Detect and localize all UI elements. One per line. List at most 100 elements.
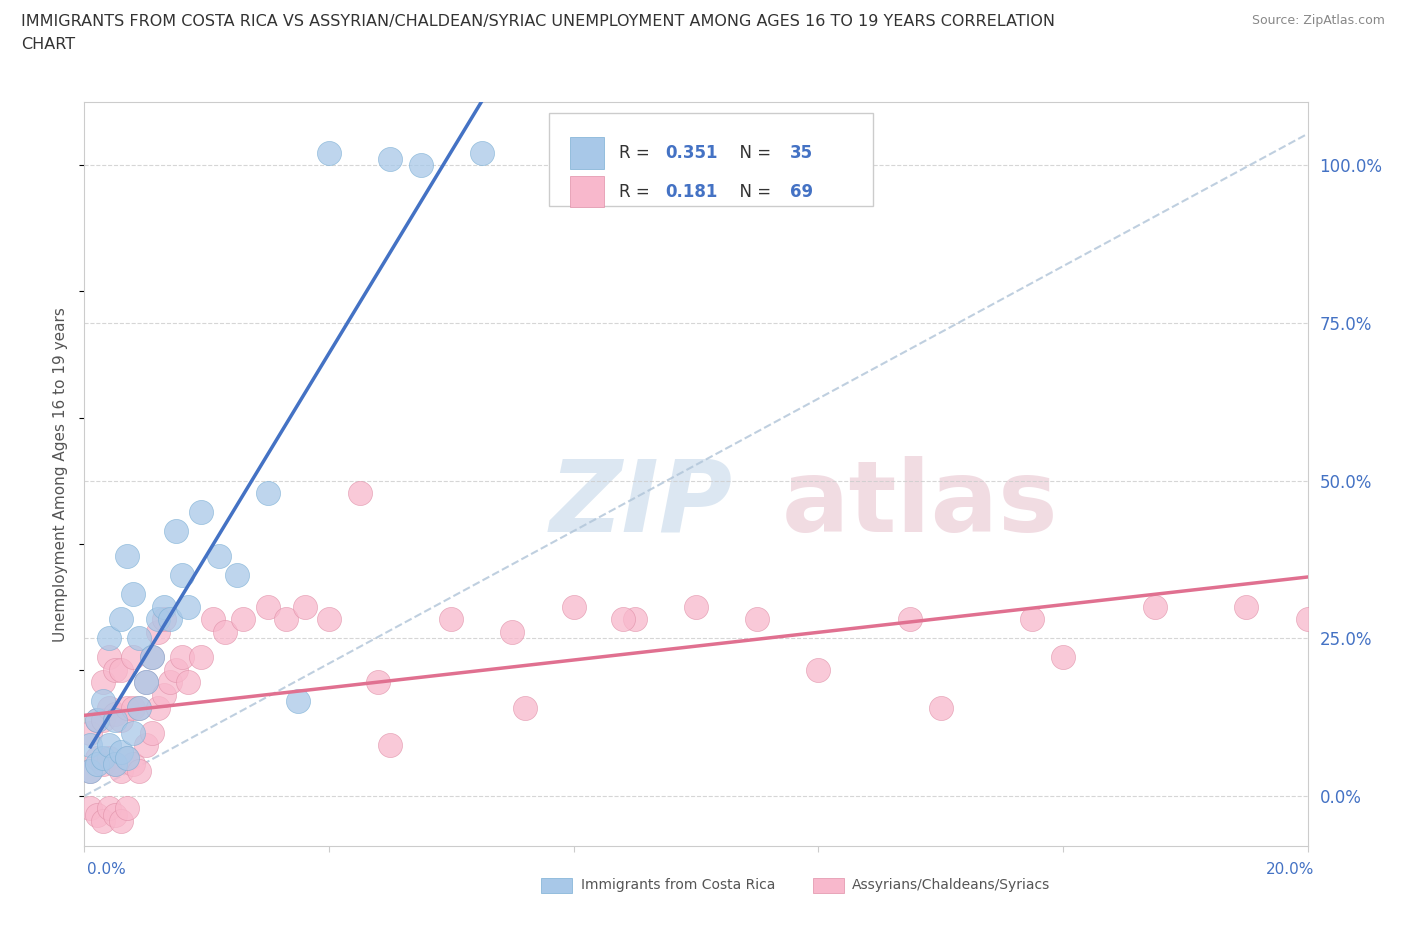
Bar [541, 878, 572, 893]
Point [159, 612, 181, 627]
Point [177, 675, 200, 690]
Point [685, 599, 707, 614]
Point [135, 675, 157, 690]
Point [115, 700, 138, 715]
Point [380, 738, 402, 753]
Point [165, 662, 187, 677]
Point [97, 738, 120, 753]
Point [165, 524, 187, 538]
Point [226, 567, 249, 582]
Point [929, 700, 952, 715]
Point [86, 757, 108, 772]
Text: Immigrants from Costa Rica: Immigrants from Costa Rica [581, 878, 775, 893]
Point [159, 675, 181, 690]
Text: atlas: atlas [782, 456, 1059, 552]
Text: R =: R = [619, 144, 655, 162]
Y-axis label: Unemployment Among Ages 16 to 19 years: Unemployment Among Ages 16 to 19 years [53, 307, 69, 642]
Point [97, 631, 120, 645]
Point [104, 757, 127, 772]
Point [146, 700, 169, 715]
Point [146, 612, 169, 627]
Point [380, 152, 402, 166]
Point [79, 764, 101, 778]
Point [104, 807, 127, 822]
Point [502, 624, 524, 639]
Point [79, 764, 101, 778]
Point [110, 764, 132, 778]
Text: CHART: CHART [21, 37, 75, 52]
Point [104, 757, 127, 772]
Point [172, 650, 194, 665]
Point [208, 549, 231, 564]
Point [624, 612, 647, 627]
Point [110, 814, 132, 829]
Text: Source: ZipAtlas.com: Source: ZipAtlas.com [1251, 14, 1385, 27]
Point [612, 612, 634, 627]
Point [1236, 599, 1258, 614]
Point [79, 801, 101, 816]
Point [128, 631, 150, 645]
Point [79, 738, 101, 753]
Point [110, 712, 132, 727]
Point [153, 599, 176, 614]
Text: R =: R = [619, 182, 655, 201]
Point [91, 675, 114, 690]
Point [97, 650, 120, 665]
Point [146, 624, 169, 639]
Point [177, 599, 200, 614]
Point [97, 700, 120, 715]
Point [898, 612, 921, 627]
Point [318, 612, 340, 627]
Point [232, 612, 254, 627]
Point [115, 751, 138, 765]
Point [141, 725, 163, 740]
Point [294, 599, 316, 614]
Point [104, 712, 127, 727]
Point [91, 814, 114, 829]
Point [471, 145, 494, 160]
Point [115, 549, 138, 564]
Point [91, 694, 114, 709]
Text: N =: N = [728, 182, 776, 201]
Point [172, 567, 194, 582]
Point [257, 485, 280, 500]
Point [110, 744, 132, 759]
Point [190, 650, 212, 665]
Point [349, 485, 371, 500]
FancyBboxPatch shape [569, 176, 605, 207]
Point [1052, 650, 1074, 665]
Point [97, 801, 120, 816]
FancyBboxPatch shape [569, 138, 605, 168]
Point [86, 712, 108, 727]
Point [141, 650, 163, 665]
Point [128, 700, 150, 715]
Point [367, 675, 389, 690]
Point [122, 757, 145, 772]
Point [91, 757, 114, 772]
Text: 0.351: 0.351 [665, 144, 718, 162]
Point [135, 675, 157, 690]
Point [201, 612, 224, 627]
Point [153, 687, 176, 702]
Text: IMMIGRANTS FROM COSTA RICA VS ASSYRIAN/CHALDEAN/SYRIAC UNEMPLOYMENT AMONG AGES 1: IMMIGRANTS FROM COSTA RICA VS ASSYRIAN/C… [21, 14, 1054, 29]
Text: N =: N = [728, 144, 776, 162]
Point [110, 612, 132, 627]
Text: 35: 35 [790, 144, 813, 162]
Point [86, 712, 108, 727]
Point [1021, 612, 1043, 627]
Point [86, 751, 108, 765]
Point [513, 700, 536, 715]
Point [1296, 612, 1319, 627]
Point [86, 807, 108, 822]
Point [91, 751, 114, 765]
Point [257, 599, 280, 614]
Bar [813, 878, 844, 893]
Point [409, 158, 432, 173]
Point [79, 725, 101, 740]
Point [122, 700, 145, 715]
Point [141, 650, 163, 665]
Point [104, 707, 127, 722]
Point [97, 751, 120, 765]
Text: ZIP: ZIP [550, 456, 733, 552]
Point [104, 662, 127, 677]
